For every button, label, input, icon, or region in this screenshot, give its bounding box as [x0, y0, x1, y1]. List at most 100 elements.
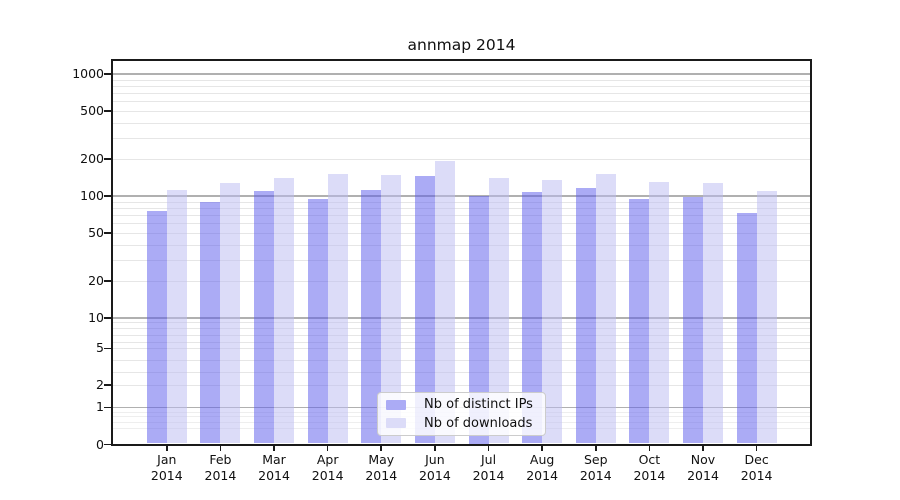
bar-nb-of-downloads-may [381, 174, 402, 444]
bar-nb-of-distinct-ips-apr [307, 198, 328, 444]
x-tick-mark-may [380, 445, 383, 451]
gridline-minor-300 [113, 137, 810, 139]
chart-title: annmap 2014 [407, 36, 516, 54]
y-tick-mark-1000 [104, 73, 111, 75]
gridline-minor-50 [113, 232, 810, 234]
x-tick-month: Nov [690, 452, 716, 467]
x-tick-label-aug: Aug 2014 [514, 452, 570, 483]
y-tick-label-5: 5 [96, 340, 104, 356]
x-tick-month: Jun [425, 452, 445, 467]
y-tick-label-1000: 1000 [72, 66, 104, 81]
bar-nb-of-distinct-ips-jul [468, 196, 489, 444]
x-tick-label-jun: Jun 2014 [407, 452, 463, 483]
gridline-minor-90 [113, 201, 810, 203]
x-tick-label-jan: Jan 2014 [139, 452, 195, 483]
bar-nb-of-downloads-apr [327, 173, 348, 444]
gridline-minor-800 [113, 85, 810, 87]
x-tick-year: 2014 [418, 467, 451, 483]
x-tick-mark-sep [594, 445, 597, 451]
x-tick-label-may: May 2014 [353, 452, 409, 483]
y-tick-mark-50 [104, 231, 111, 234]
y-tick-label-2: 2 [96, 377, 104, 392]
bar-nb-of-downloads-dec [756, 190, 777, 444]
legend-label-distinct-ips: Nb of distinct IPs [424, 397, 533, 413]
bar-nb-of-distinct-ips-may [361, 190, 382, 444]
x-tick-month: Mar [262, 452, 286, 467]
x-tick-month: Sep [583, 452, 608, 467]
y-tick-mark-20 [104, 280, 111, 283]
gridline-minor-5 [113, 348, 810, 350]
gridline-minor-8 [113, 328, 810, 330]
gridline-minor-9 [113, 321, 810, 323]
x-tick-label-apr: Apr 2014 [300, 452, 356, 483]
legend-item-downloads: Nb of downloads [386, 416, 537, 432]
x-tick-year: 2014 [633, 467, 666, 483]
y-tick-mark-500 [104, 109, 111, 112]
gridline-minor-900 [113, 79, 810, 81]
bar-nb-of-distinct-ips-sep [575, 188, 596, 444]
y-tick-mark-0 [104, 443, 111, 446]
x-tick-year: 2014 [258, 467, 290, 483]
legend-item-distinct-ips: Nb of distinct IPs [386, 397, 537, 413]
gridline-minor-400 [113, 122, 810, 124]
gridline-minor-2 [113, 385, 810, 386]
y-tick-mark-5 [104, 347, 111, 350]
gridline-minor-600 [113, 101, 810, 103]
x-tick-year: 2014 [526, 467, 559, 483]
x-tick-month: Feb [209, 452, 232, 467]
bar-nb-of-downloads-jul [488, 178, 509, 444]
x-tick-label-oct: Oct 2014 [621, 452, 677, 483]
bar-nb-of-distinct-ips-jun [414, 175, 435, 444]
bar-nb-of-downloads-nov [703, 182, 723, 444]
x-tick-label-feb: Feb 2014 [192, 452, 248, 483]
bar-nb-of-distinct-ips-jan [146, 210, 167, 444]
plot-area [113, 61, 810, 444]
x-tick-year: 2014 [311, 467, 344, 483]
bar-nb-of-downloads-sep [595, 173, 616, 444]
gridline-major-10 [113, 317, 810, 319]
y-tick-mark-2 [104, 384, 111, 386]
bar-nb-of-downloads-mar [274, 178, 295, 444]
y-tick-mark-1 [104, 406, 111, 409]
y-tick-mark-10 [104, 317, 111, 319]
x-tick-mark-jan [166, 445, 168, 451]
y-tick-mark-200 [104, 158, 111, 161]
y-tick-label-500: 500 [80, 102, 104, 118]
x-tick-month: Aug [529, 452, 555, 467]
x-tick-label-sep: Sep 2014 [568, 452, 624, 483]
x-tick-year: 2014 [204, 467, 237, 483]
gridline-major-1000 [113, 73, 810, 75]
x-tick-mark-feb [219, 445, 222, 451]
gridline-minor-3 [113, 372, 810, 373]
x-tick-month: Oct [638, 452, 661, 467]
y-tick-label-20: 20 [88, 273, 104, 289]
legend-swatch-distinct-ips [386, 399, 406, 410]
bar-nb-of-distinct-ips-mar [254, 190, 275, 444]
x-tick-month: Dec [744, 452, 769, 467]
x-tick-mark-mar [273, 445, 275, 451]
y-tick-label-200: 200 [80, 151, 104, 167]
gridline-minor-7 [113, 335, 810, 336]
x-tick-label-dec: Dec 2014 [729, 452, 785, 483]
bar-nb-of-downloads-jun [434, 160, 455, 444]
x-tick-mark-dec [755, 445, 758, 451]
bar-nb-of-distinct-ips-dec [736, 213, 757, 444]
gridline-major-100 [113, 195, 810, 197]
gridline-minor-30 [113, 259, 810, 261]
gridline-minor-20 [113, 281, 810, 283]
gridline-minor-200 [113, 159, 810, 161]
x-tick-label-nov: Nov 2014 [675, 452, 731, 483]
bar-nb-of-distinct-ips-aug [522, 192, 543, 444]
y-tick-label-10: 10 [88, 310, 104, 325]
x-tick-year: 2014 [740, 467, 773, 483]
bar-nb-of-distinct-ips-nov [683, 196, 703, 444]
y-tick-label-1: 1 [96, 399, 104, 415]
y-tick-mark-100 [104, 195, 111, 197]
legend-label-downloads: Nb of downloads [424, 415, 533, 431]
x-tick-label-jul: Jul 2014 [461, 452, 517, 483]
y-tick-label-50: 50 [88, 224, 104, 240]
x-tick-label-mar: Mar 2014 [246, 452, 302, 483]
x-tick-mark-aug [541, 445, 543, 451]
x-tick-month: Apr [316, 452, 339, 467]
x-tick-mark-oct [648, 445, 651, 451]
